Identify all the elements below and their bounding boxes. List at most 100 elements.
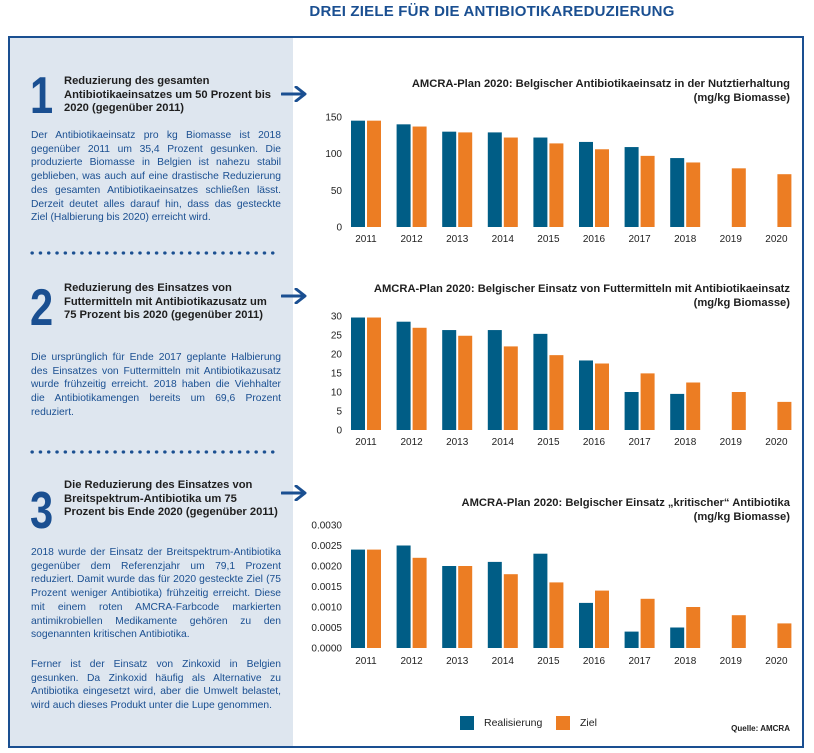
bar-realisierung-2014 xyxy=(487,561,502,648)
bar-ziel-2011 xyxy=(367,120,381,227)
y-tick-label: 10 xyxy=(331,388,343,399)
arrow-right-icon xyxy=(281,86,307,102)
x-tick-label: 2012 xyxy=(400,437,423,448)
x-tick-label: 2013 xyxy=(446,234,469,245)
x-tick-label: 2014 xyxy=(492,437,515,448)
y-tick-label: 30 xyxy=(331,312,343,323)
bar-realisierung-2013 xyxy=(442,131,457,227)
y-tick-label: 0 xyxy=(336,223,342,234)
goal-heading: Die Reduzierung des Einsatzes von Breits… xyxy=(64,479,278,518)
bar-realisierung-2016 xyxy=(579,602,593,648)
bar-ziel-2019 xyxy=(731,168,746,227)
bar-ziel-2017 xyxy=(640,155,655,227)
x-tick-label: 2011 xyxy=(355,656,377,667)
x-tick-label: 2011 xyxy=(355,437,377,448)
arrow-right-icon xyxy=(281,288,307,304)
chart-title-text: AMCRA-Plan 2020: Belgischer Einsatz „kri… xyxy=(461,497,790,509)
bar-ziel-2018 xyxy=(686,607,701,648)
goal-body: Die ursprünglich für Ende 2017 geplante … xyxy=(31,352,281,418)
chart-3-title: AMCRA-Plan 2020: Belgischer Einsatz „kri… xyxy=(330,496,790,524)
bar-ziel-2013 xyxy=(458,566,473,648)
bar-ziel-2014 xyxy=(503,574,518,648)
goal-heading: Reduzierung des Einsatzes von Futtermitt… xyxy=(64,282,267,321)
bar-realisierung-2015 xyxy=(533,333,548,430)
chart-antibiotikaeinsatz: 0 50 100 150 2011 2012 2013 2014 2015 2016 2017 201… xyxy=(325,113,792,245)
legend-label-realisierung: Realisierung xyxy=(484,717,543,729)
chart-unit: (mg/kg Biomasse) xyxy=(693,297,790,309)
bar-ziel-2016 xyxy=(595,590,609,648)
y-tick-label: 150 xyxy=(325,113,342,124)
bar-realisierung-2012 xyxy=(396,321,411,430)
y-tick-label: 5 xyxy=(336,407,342,418)
x-tick-label: 2018 xyxy=(674,656,697,667)
y-tick-label: 0 xyxy=(336,426,342,437)
x-tick-label: 2013 xyxy=(446,656,469,667)
bar-ziel-2015 xyxy=(549,582,564,648)
bar-ziel-2019 xyxy=(731,615,746,648)
divider-1 xyxy=(28,251,278,255)
chart-unit: (mg/kg Biomasse) xyxy=(693,511,790,523)
goal-body: Der Antibiotikaeinsatz pro kg Biomasse i… xyxy=(31,130,281,224)
bar-ziel-2013 xyxy=(458,132,473,227)
y-tick-label: 20 xyxy=(331,350,343,361)
divider-2 xyxy=(28,450,278,454)
bar-realisierung-2016 xyxy=(579,360,593,430)
x-tick-label: 2020 xyxy=(765,437,788,448)
arrow-right-icon xyxy=(281,485,307,501)
bar-ziel-2017 xyxy=(640,598,655,648)
bar-realisierung-2018 xyxy=(670,158,685,227)
x-tick-label: 2019 xyxy=(720,437,743,448)
bar-ziel-2018 xyxy=(686,162,701,227)
bar-realisierung-2017 xyxy=(624,631,639,648)
y-tick-label: 0.0030 xyxy=(311,521,342,532)
bar-ziel-2019 xyxy=(731,392,746,430)
goal-body-extra: Ferner ist der Einsatz von Zinkoxid in B… xyxy=(31,659,281,712)
bar-ziel-2012 xyxy=(412,327,427,430)
x-tick-label: 2011 xyxy=(355,234,377,245)
bar-realisierung-2014 xyxy=(487,132,502,227)
bar-realisierung-2013 xyxy=(442,566,457,648)
goal-number: 3 xyxy=(30,482,54,540)
y-tick-label: 0.0025 xyxy=(311,541,342,552)
bar-realisierung-2015 xyxy=(533,137,548,227)
goals-panel xyxy=(10,38,293,746)
bar-ziel-2018 xyxy=(686,382,701,430)
bar-ziel-2015 xyxy=(549,143,564,227)
bar-realisierung-2018 xyxy=(670,393,685,430)
x-tick-label: 2017 xyxy=(628,437,651,448)
goal-body: 2018 wurde der Einsatz der Breitspektrum… xyxy=(31,547,281,641)
x-tick-label: 2016 xyxy=(583,656,606,667)
chart-2-title: AMCRA-Plan 2020: Belgischer Einsatz von … xyxy=(330,282,790,310)
content-frame xyxy=(8,36,804,748)
x-tick-label: 2019 xyxy=(720,656,743,667)
x-tick-label: 2017 xyxy=(628,656,651,667)
legend-swatch-realisierung xyxy=(460,716,474,730)
y-tick-label: 0.0020 xyxy=(311,562,342,573)
bar-realisierung-2016 xyxy=(579,141,593,227)
goal-number: 1 xyxy=(30,67,54,125)
chart-1-title: AMCRA-Plan 2020: Belgischer Antibiotikae… xyxy=(330,77,790,105)
x-tick-label: 2012 xyxy=(400,234,423,245)
x-tick-label: 2015 xyxy=(537,234,560,245)
x-tick-label: 2012 xyxy=(400,656,423,667)
x-tick-label: 2018 xyxy=(674,437,697,448)
legend-label-ziel: Ziel xyxy=(580,717,597,729)
x-tick-label: 2016 xyxy=(583,234,606,245)
x-tick-label: 2020 xyxy=(765,656,788,667)
bar-ziel-2014 xyxy=(503,137,518,227)
bar-ziel-2020 xyxy=(777,623,792,648)
bar-realisierung-2018 xyxy=(670,627,685,648)
y-tick-label: 50 xyxy=(331,186,343,197)
bar-realisierung-2011 xyxy=(351,120,365,227)
y-tick-label: 15 xyxy=(331,369,343,380)
x-tick-label: 2013 xyxy=(446,437,469,448)
page-title: DREI ZIELE FÜR DIE ANTIBIOTIKAREDUZIERUN… xyxy=(309,3,675,20)
y-tick-label: 0.0000 xyxy=(311,644,342,655)
x-tick-label: 2015 xyxy=(537,437,560,448)
legend-swatch-ziel xyxy=(556,716,570,730)
bar-realisierung-2012 xyxy=(396,124,411,227)
bar-ziel-2015 xyxy=(549,355,564,430)
y-tick-label: 0.0015 xyxy=(311,582,342,593)
bar-ziel-2013 xyxy=(458,335,473,430)
bar-realisierung-2013 xyxy=(442,330,457,430)
